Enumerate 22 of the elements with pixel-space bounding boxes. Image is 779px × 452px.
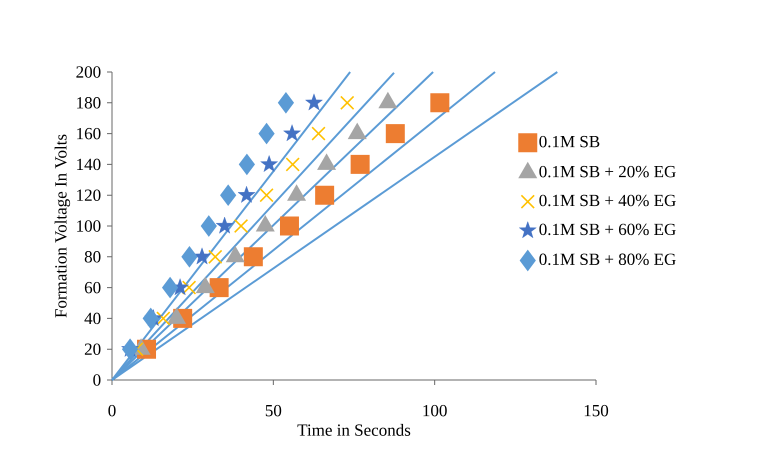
legend-label: 0.1M SB: [539, 136, 600, 148]
y-axis-title: Formation Voltage In Volts: [54, 134, 70, 318]
x-tick-label: 150: [584, 404, 608, 416]
legend-label: 0.1M SB + 80% EG: [539, 254, 676, 266]
y-tick-label: 40: [84, 312, 100, 324]
x-axis-title: Time in Seconds: [297, 424, 410, 436]
y-tick-label: 100: [77, 220, 100, 232]
legend-label: 0.1M SB + 20% EG: [539, 166, 676, 178]
y-tick-label: 80: [84, 251, 100, 263]
legend-label: 0.1M SB + 60% EG: [539, 224, 676, 236]
x-tick-label: 0: [108, 404, 116, 416]
y-tick-label: 160: [77, 128, 100, 140]
y-tick-label: 140: [77, 158, 100, 170]
x-tick-label: 100: [423, 404, 447, 416]
y-tick-label: 20: [84, 343, 100, 355]
y-tick-label: 60: [84, 282, 100, 294]
y-tick-label: 120: [77, 189, 100, 201]
legend-label: 0.1M SB + 40% EG: [539, 194, 676, 206]
x-tick-label: 50: [266, 404, 282, 416]
y-tick-label: 180: [77, 97, 100, 109]
y-tick-label: 200: [76, 66, 100, 78]
y-tick-label: 0: [93, 374, 100, 386]
